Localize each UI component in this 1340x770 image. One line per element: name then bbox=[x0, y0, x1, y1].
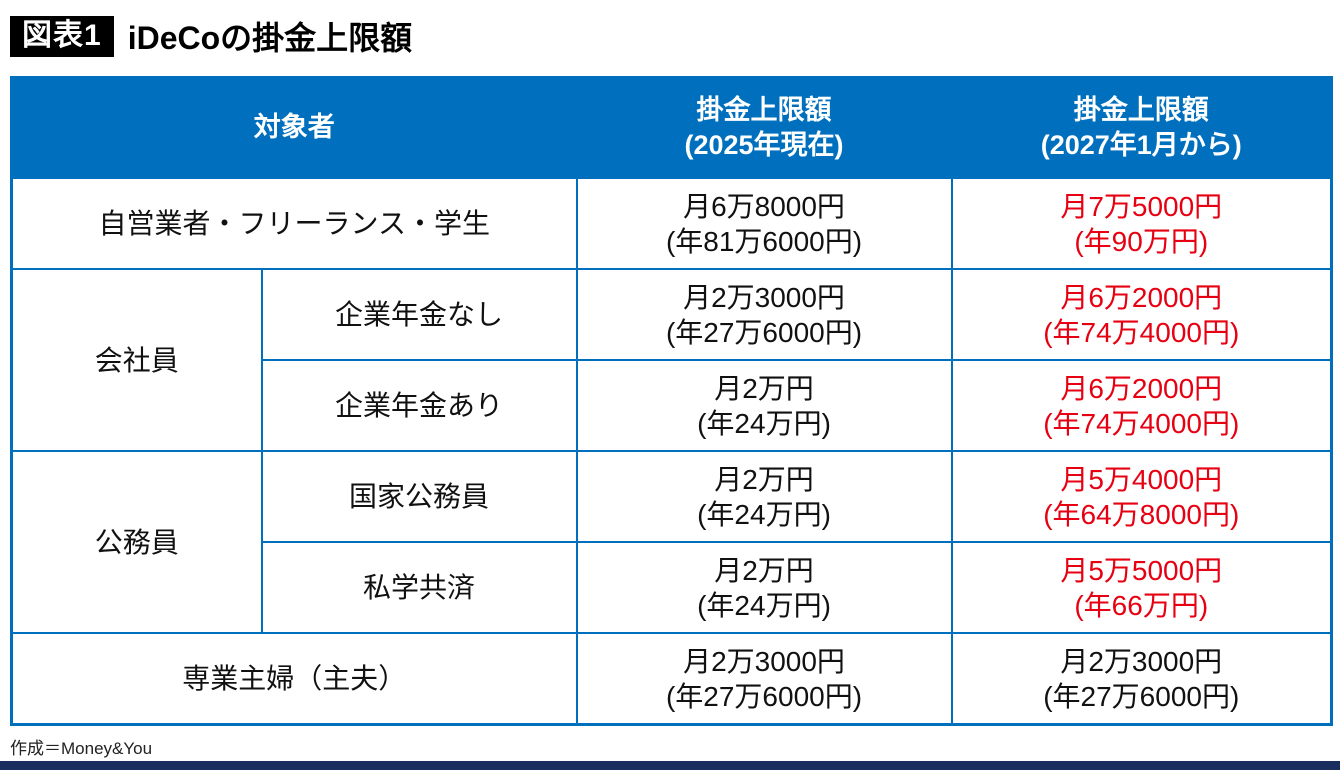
future-yearly: (年66万円) bbox=[1074, 589, 1209, 621]
header-target-label: 対象者 bbox=[253, 112, 335, 143]
sub-cell-private-school-mutual-aid: 私学共済 bbox=[260, 541, 578, 634]
row-group-company-employee: 会社員 bbox=[10, 268, 263, 452]
cell-current-1: 月2万3000円 (年27万6000円) bbox=[575, 268, 953, 361]
sub-label: 企業年金なし bbox=[334, 299, 503, 330]
header-cell-target: 対象者 bbox=[10, 76, 578, 179]
table-row: 公務員 国家公務員 月2万円 (年24万円) 月5万4000円 (年64万800… bbox=[10, 450, 1333, 634]
footer-bar bbox=[0, 761, 1340, 770]
cell-future-5: 月2万3000円 (年27万6000円) bbox=[950, 632, 1333, 726]
cell-current-3: 月2万円 (年24万円) bbox=[575, 450, 953, 543]
sub-cell-with-corporate-pension: 企業年金あり bbox=[260, 359, 578, 452]
row-group-civil-servant: 公務員 bbox=[10, 450, 263, 634]
table-header-row: 対象者 掛金上限額 (2025年現在) 掛金上限額 (2027年1月から) bbox=[10, 76, 1333, 179]
cell-future-1: 月6万2000円 (年74万4000円) bbox=[950, 268, 1333, 361]
current-monthly: 月2万円 bbox=[714, 463, 814, 495]
group-label: 会社員 bbox=[94, 344, 179, 376]
current-yearly: (年24万円) bbox=[697, 407, 831, 439]
credit-text: 作成＝Money&You bbox=[10, 739, 153, 758]
future-monthly: 月2万3000円 bbox=[1060, 645, 1223, 677]
sub-cell-no-corporate-pension: 企業年金なし bbox=[260, 268, 578, 361]
group-label: 公務員 bbox=[94, 526, 179, 558]
cell-future-4: 月5万5000円 (年66万円) bbox=[950, 541, 1333, 634]
header-future-line1: 掛金上限額 bbox=[1073, 94, 1209, 125]
header-future-line2: (2027年1月から) bbox=[1040, 130, 1242, 160]
future-monthly: 月5万4000円 bbox=[1060, 463, 1223, 495]
header-cell-current: 掛金上限額 (2025年現在) bbox=[575, 76, 953, 179]
future-yearly: (年74万4000円) bbox=[1043, 316, 1240, 348]
cell-current-2: 月2万円 (年24万円) bbox=[575, 359, 953, 452]
current-yearly: (年24万円) bbox=[697, 498, 831, 530]
current-monthly: 月2万円 bbox=[714, 554, 814, 586]
group-label: 専業主婦（主夫） bbox=[182, 663, 407, 694]
sub-cell-national-civil-servant: 国家公務員 bbox=[260, 450, 578, 543]
future-monthly: 月7万5000円 bbox=[1060, 190, 1223, 222]
table-row: 企業年金あり 月2万円 (年24万円) 月6万2000円 (年74万4000円) bbox=[12, 359, 1333, 452]
current-yearly: (年81万6000円) bbox=[665, 225, 863, 257]
header-current-line1: 掛金上限額 bbox=[696, 94, 832, 125]
row-group-self-employed: 自営業者・フリーランス・学生 bbox=[10, 177, 578, 270]
ideco-limits-table: 対象者 掛金上限額 (2025年現在) 掛金上限額 (2027年1月から) 自営… bbox=[10, 76, 1333, 726]
sub-label: 私学共済 bbox=[362, 572, 475, 603]
future-monthly: 月5万5000円 bbox=[1060, 554, 1223, 586]
current-monthly: 月6万8000円 bbox=[683, 190, 845, 222]
figure-title-row: 図表1 iDeCoの掛金上限額 bbox=[0, 0, 1340, 62]
header-cell-future: 掛金上限額 (2027年1月から) bbox=[950, 76, 1333, 179]
cell-current-5: 月2万3000円 (年27万6000円) bbox=[575, 632, 953, 726]
table-row: 専業主婦（主夫） 月2万3000円 (年27万6000円) 月2万3000円 (… bbox=[10, 632, 1333, 726]
future-monthly: 月6万2000円 bbox=[1060, 281, 1223, 313]
future-yearly: (年90万円) bbox=[1074, 225, 1209, 257]
sub-label: 企業年金あり bbox=[334, 390, 503, 421]
cell-future-0: 月7万5000円 (年90万円) bbox=[950, 177, 1333, 270]
table-row: 会社員 企業年金なし 月2万3000円 (年27万6000円) 月6万2000円… bbox=[10, 268, 1333, 452]
future-yearly: (年74万4000円) bbox=[1043, 407, 1240, 439]
group-label: 自営業者・フリーランス・学生 bbox=[98, 208, 490, 239]
current-yearly: (年24万円) bbox=[697, 589, 831, 621]
cell-current-0: 月6万8000円 (年81万6000円) bbox=[575, 177, 953, 270]
current-monthly: 月2万3000円 bbox=[683, 645, 845, 677]
page-title: iDeCoの掛金上限額 bbox=[127, 20, 413, 56]
future-yearly: (年27万6000円) bbox=[1043, 680, 1240, 712]
figure-number-badge: 図表1 bbox=[10, 15, 114, 57]
table-row: 自営業者・フリーランス・学生 月6万8000円 (年81万6000円) 月7万5… bbox=[10, 177, 1333, 270]
current-monthly: 月2万3000円 bbox=[683, 281, 845, 313]
current-yearly: (年27万6000円) bbox=[665, 680, 863, 712]
sub-label: 国家公務員 bbox=[348, 481, 489, 512]
current-yearly: (年27万6000円) bbox=[665, 316, 863, 348]
current-monthly: 月2万円 bbox=[714, 372, 814, 404]
row-group-homemaker: 専業主婦（主夫） bbox=[10, 632, 578, 726]
cell-current-4: 月2万円 (年24万円) bbox=[575, 541, 953, 634]
cell-future-3: 月5万4000円 (年64万8000円) bbox=[950, 450, 1333, 543]
future-yearly: (年64万8000円) bbox=[1043, 498, 1240, 530]
header-current-line2: (2025年現在) bbox=[684, 130, 844, 160]
table-row: 私学共済 月2万円 (年24万円) 月5万5000円 (年66万円) bbox=[12, 541, 1333, 634]
cell-future-2: 月6万2000円 (年74万4000円) bbox=[950, 359, 1333, 452]
future-monthly: 月6万2000円 bbox=[1060, 372, 1223, 404]
